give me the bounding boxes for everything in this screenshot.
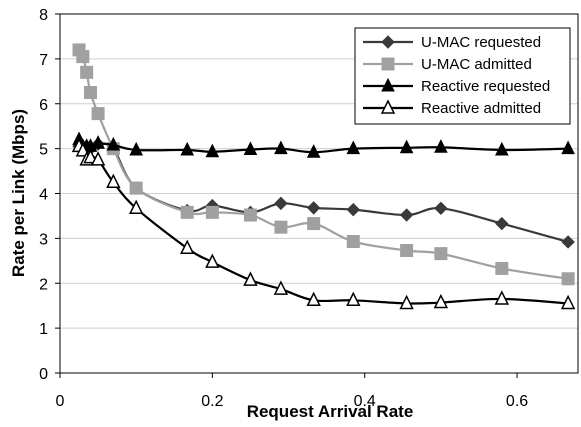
series-reactive-requested — [72, 131, 575, 158]
gridlines — [60, 58, 578, 329]
data-point-u-mac-requested-16 — [561, 235, 575, 249]
data-point-reactive-admitted-3 — [83, 148, 98, 164]
data-point-u-mac-admitted-2 — [80, 65, 94, 79]
x-tick-label-2: 0.4 — [354, 393, 376, 410]
x-tick-label-3: 0.6 — [506, 393, 528, 410]
x-tick-label-0: 0 — [56, 393, 65, 410]
y-tick-label-1: 1 — [39, 321, 48, 338]
y-axis-ticks: 0 1 2 3 4 5 6 7 8 — [39, 7, 60, 383]
data-point-reactive-admitted-11 — [306, 291, 321, 307]
data-point-reactive-admitted-14 — [433, 293, 449, 309]
legend-label-u-mac-admitted: U-MAC admitted — [421, 56, 532, 73]
y-tick-label-0: 0 — [39, 366, 48, 383]
data-point-reactive-admitted-13 — [399, 294, 414, 310]
data-point-u-mac-requested-15 — [495, 216, 509, 231]
data-point-reactive-requested-4 — [91, 135, 105, 149]
x-tick-label-1: 0.2 — [201, 393, 223, 410]
legend-label-reactive-requested: Reactive requested — [421, 78, 550, 95]
data-point-u-mac-admitted-12 — [346, 235, 360, 249]
legend-marker-u-mac-admitted — [381, 57, 395, 71]
data-point-reactive-requested-10 — [274, 140, 288, 155]
data-point-reactive-admitted-4 — [90, 151, 106, 166]
data-point-reactive-admitted-7 — [180, 239, 195, 254]
data-point-u-mac-requested-13 — [399, 208, 414, 222]
y-tick-label-7: 7 — [39, 52, 48, 69]
series-layer — [71, 43, 576, 310]
legend: U-MAC requested U-MAC admitted Reactive re… — [354, 27, 571, 125]
data-point-u-mac-admitted-9 — [243, 208, 257, 222]
data-point-u-mac-admitted-4 — [91, 107, 105, 121]
legend-marker-u-mac-requested — [381, 35, 395, 49]
data-point-reactive-requested-6 — [129, 141, 143, 156]
data-point-reactive-requested-5 — [106, 136, 121, 151]
data-point-reactive-admitted-6 — [128, 199, 144, 215]
data-point-reactive-requested-7 — [180, 141, 195, 156]
data-point-u-mac-admitted-1 — [76, 50, 90, 64]
data-point-reactive-requested-16 — [561, 140, 575, 155]
legend-marker-reactive-requested — [381, 77, 395, 92]
data-point-u-mac-admitted-15 — [495, 261, 509, 275]
data-point-reactive-admitted-16 — [560, 294, 576, 310]
data-point-reactive-admitted-10 — [273, 280, 289, 295]
series-reactive-admitted — [71, 137, 576, 310]
data-point-u-mac-admitted-14 — [434, 247, 448, 261]
data-point-reactive-requested-9 — [243, 141, 258, 156]
series-line-reactive-requested — [78, 139, 569, 154]
series-u-mac-admitted — [72, 43, 575, 286]
data-point-u-mac-admitted-7 — [180, 205, 194, 219]
data-point-reactive-requested-15 — [495, 141, 509, 156]
data-point-reactive-requested-8 — [205, 143, 220, 158]
data-point-reactive-admitted-12 — [346, 291, 361, 307]
y-tick-label-5: 5 — [39, 142, 48, 159]
data-point-reactive-requested-12 — [346, 140, 361, 155]
x-axis-title: Request Arrival Rate — [247, 402, 414, 421]
data-point-reactive-requested-14 — [434, 139, 448, 153]
legend-label-reactive-admitted: Reactive admitted — [421, 100, 541, 117]
data-point-reactive-admitted-5 — [106, 173, 121, 189]
data-point-u-mac-requested-11 — [306, 201, 321, 215]
data-point-reactive-requested-13 — [399, 139, 414, 154]
x-axis-ticks: 0 0.2 0.4 0.6 — [56, 373, 528, 410]
data-point-u-mac-admitted-8 — [205, 205, 219, 219]
y-tick-label-3: 3 — [39, 231, 48, 248]
legend-marker-reactive-admitted — [380, 99, 396, 114]
data-point-u-mac-admitted-13 — [400, 243, 414, 257]
data-point-u-mac-admitted-10 — [274, 220, 288, 234]
data-point-reactive-admitted-8 — [205, 253, 220, 268]
data-point-reactive-admitted-9 — [243, 271, 258, 286]
legend-label-u-mac-requested: U-MAC requested — [421, 34, 541, 51]
data-point-reactive-requested-11 — [306, 144, 321, 158]
data-point-u-mac-requested-14 — [434, 201, 448, 216]
series-line-reactive-admitted — [78, 145, 569, 305]
data-point-reactive-admitted-15 — [494, 290, 510, 305]
data-point-u-mac-admitted-16 — [561, 272, 575, 286]
y-tick-label-6: 6 — [39, 97, 48, 114]
data-point-u-mac-admitted-3 — [83, 86, 97, 100]
y-tick-label-2: 2 — [39, 276, 48, 293]
data-point-u-mac-requested-10 — [274, 196, 288, 211]
data-point-u-mac-requested-12 — [346, 202, 360, 217]
data-point-u-mac-admitted-6 — [129, 181, 143, 195]
y-tick-label-8: 8 — [39, 7, 48, 24]
y-axis-title: Rate per Link (Mbps) — [9, 109, 28, 277]
data-point-u-mac-admitted-11 — [307, 217, 321, 231]
y-tick-label-4: 4 — [39, 187, 48, 204]
